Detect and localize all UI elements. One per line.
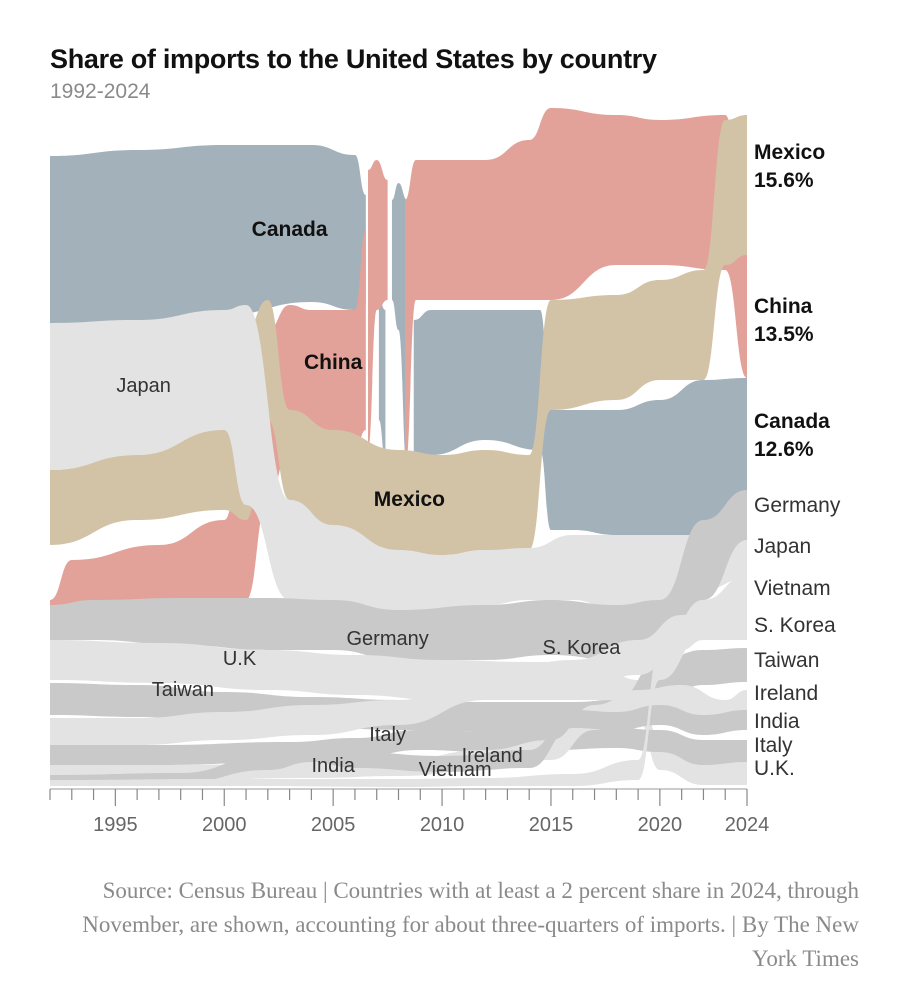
inline-label-mexico: Mexico xyxy=(374,488,445,511)
end-label-germany: Germany xyxy=(754,494,841,517)
tick-label: 2005 xyxy=(311,814,356,836)
end-value-canada: 12.6% xyxy=(754,438,814,461)
band-canada xyxy=(391,183,408,470)
inline-label-india: India xyxy=(311,755,355,777)
labels-group: Canada China Mexico Japan Germany S. Korea U.K… xyxy=(116,141,840,781)
band-canada xyxy=(50,145,366,323)
band-germany xyxy=(50,490,747,660)
end-label-japan: Japan xyxy=(754,535,811,558)
tick-label: 1995 xyxy=(93,814,138,836)
end-label-china: China xyxy=(754,295,813,318)
inline-label-ireland: Ireland xyxy=(462,745,523,767)
tick-label: 2020 xyxy=(638,814,683,836)
band-canada xyxy=(378,300,386,460)
end-value-mexico: 15.6% xyxy=(754,169,814,192)
tick-label: 2000 xyxy=(202,814,247,836)
end-label-taiwan: Taiwan xyxy=(754,649,819,672)
tick-label: 2024 xyxy=(725,814,770,836)
x-axis: 1995 2000 2005 2010 2015 2020 2024 xyxy=(49,788,770,836)
tick-label: 2010 xyxy=(420,814,465,836)
band-india xyxy=(50,705,747,785)
tick-label: 2015 xyxy=(529,814,574,836)
band-japan xyxy=(50,305,747,615)
band-mexico xyxy=(50,115,747,555)
band-china xyxy=(405,108,747,470)
end-label-u-k-: U.K. xyxy=(754,757,795,780)
inline-label-germany: Germany xyxy=(346,628,428,650)
end-label-italy: Italy xyxy=(754,734,793,757)
inline-label-taiwan: Taiwan xyxy=(152,679,214,701)
band-china xyxy=(368,160,388,450)
end-label-ireland: Ireland xyxy=(754,682,818,705)
inline-label-vietnam: Vietnam xyxy=(419,759,492,781)
end-label-mexico: Mexico xyxy=(754,141,825,164)
bands-group xyxy=(50,108,747,787)
band-china xyxy=(50,230,366,640)
inline-label-s-korea: S. Korea xyxy=(543,637,622,659)
inline-label-u-k: U.K xyxy=(223,648,257,670)
stream-chart: 1995 2000 2005 2010 2015 2020 2024 Canada China… xyxy=(49,108,841,836)
chart-title: Share of imports to the United States by… xyxy=(50,44,657,74)
source-note: Source: Census Bureau | Countries with a… xyxy=(82,878,859,971)
band-canada xyxy=(413,310,747,540)
inline-label-japan: Japan xyxy=(116,375,171,397)
end-label-canada: Canada xyxy=(754,410,830,433)
end-value-china: 13.5% xyxy=(754,323,814,346)
chart-subtitle: 1992-2024 xyxy=(50,80,151,103)
band-s-korea xyxy=(50,600,747,745)
end-label-s-korea: S. Korea xyxy=(754,614,836,637)
end-label-vietnam: Vietnam xyxy=(754,577,831,600)
inline-label-canada: Canada xyxy=(252,218,328,241)
inline-label-china: China xyxy=(304,351,363,374)
inline-label-italy: Italy xyxy=(369,724,406,746)
end-label-india: India xyxy=(754,710,800,733)
